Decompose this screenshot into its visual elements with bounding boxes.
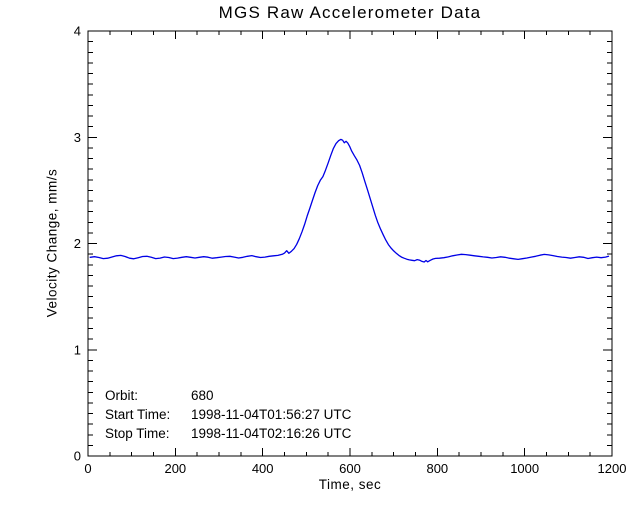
- y-tick-label: 0: [74, 449, 81, 464]
- orbit-label: Orbit:: [105, 388, 139, 403]
- x-tick-label: 800: [426, 461, 448, 476]
- start-time-value: 1998-11-04T01:56:27 UTC: [191, 407, 352, 422]
- velocity-trace: [89, 138, 610, 263]
- stop-time-value: 1998-11-04T02:16:26 UTC: [191, 426, 352, 441]
- y-axis-label: Velocity Change, mm/s: [44, 168, 60, 318]
- stop-time-label: Stop Time:: [105, 426, 170, 441]
- annotation-stop-time: Stop Time: 1998-11-04T02:16:26 UTC: [105, 424, 351, 443]
- start-time-label: Start Time:: [105, 407, 171, 422]
- chart-title: MGS Raw Accelerometer Data: [218, 3, 482, 22]
- annotation-start-time: Start Time: 1998-11-04T01:56:27 UTC: [105, 405, 351, 424]
- y-tick-label: 3: [74, 130, 81, 145]
- x-tick-label: 400: [252, 461, 274, 476]
- y-tick-label: 2: [74, 236, 81, 251]
- y-tick-label: 1: [74, 342, 81, 357]
- y-tick-label: 4: [74, 24, 81, 39]
- annotation-block: Orbit: 680 Start Time: 1998-11-04T01:56:…: [105, 386, 351, 443]
- orbit-value: 680: [191, 388, 214, 403]
- x-tick-label: 1000: [510, 461, 539, 476]
- x-axis-label: Time, sec: [318, 477, 382, 492]
- annotation-orbit: Orbit: 680: [105, 386, 351, 405]
- x-tick-label: 1200: [598, 461, 627, 476]
- x-tick-label: 600: [339, 461, 361, 476]
- x-tick-label: 0: [84, 461, 91, 476]
- x-tick-label: 200: [164, 461, 186, 476]
